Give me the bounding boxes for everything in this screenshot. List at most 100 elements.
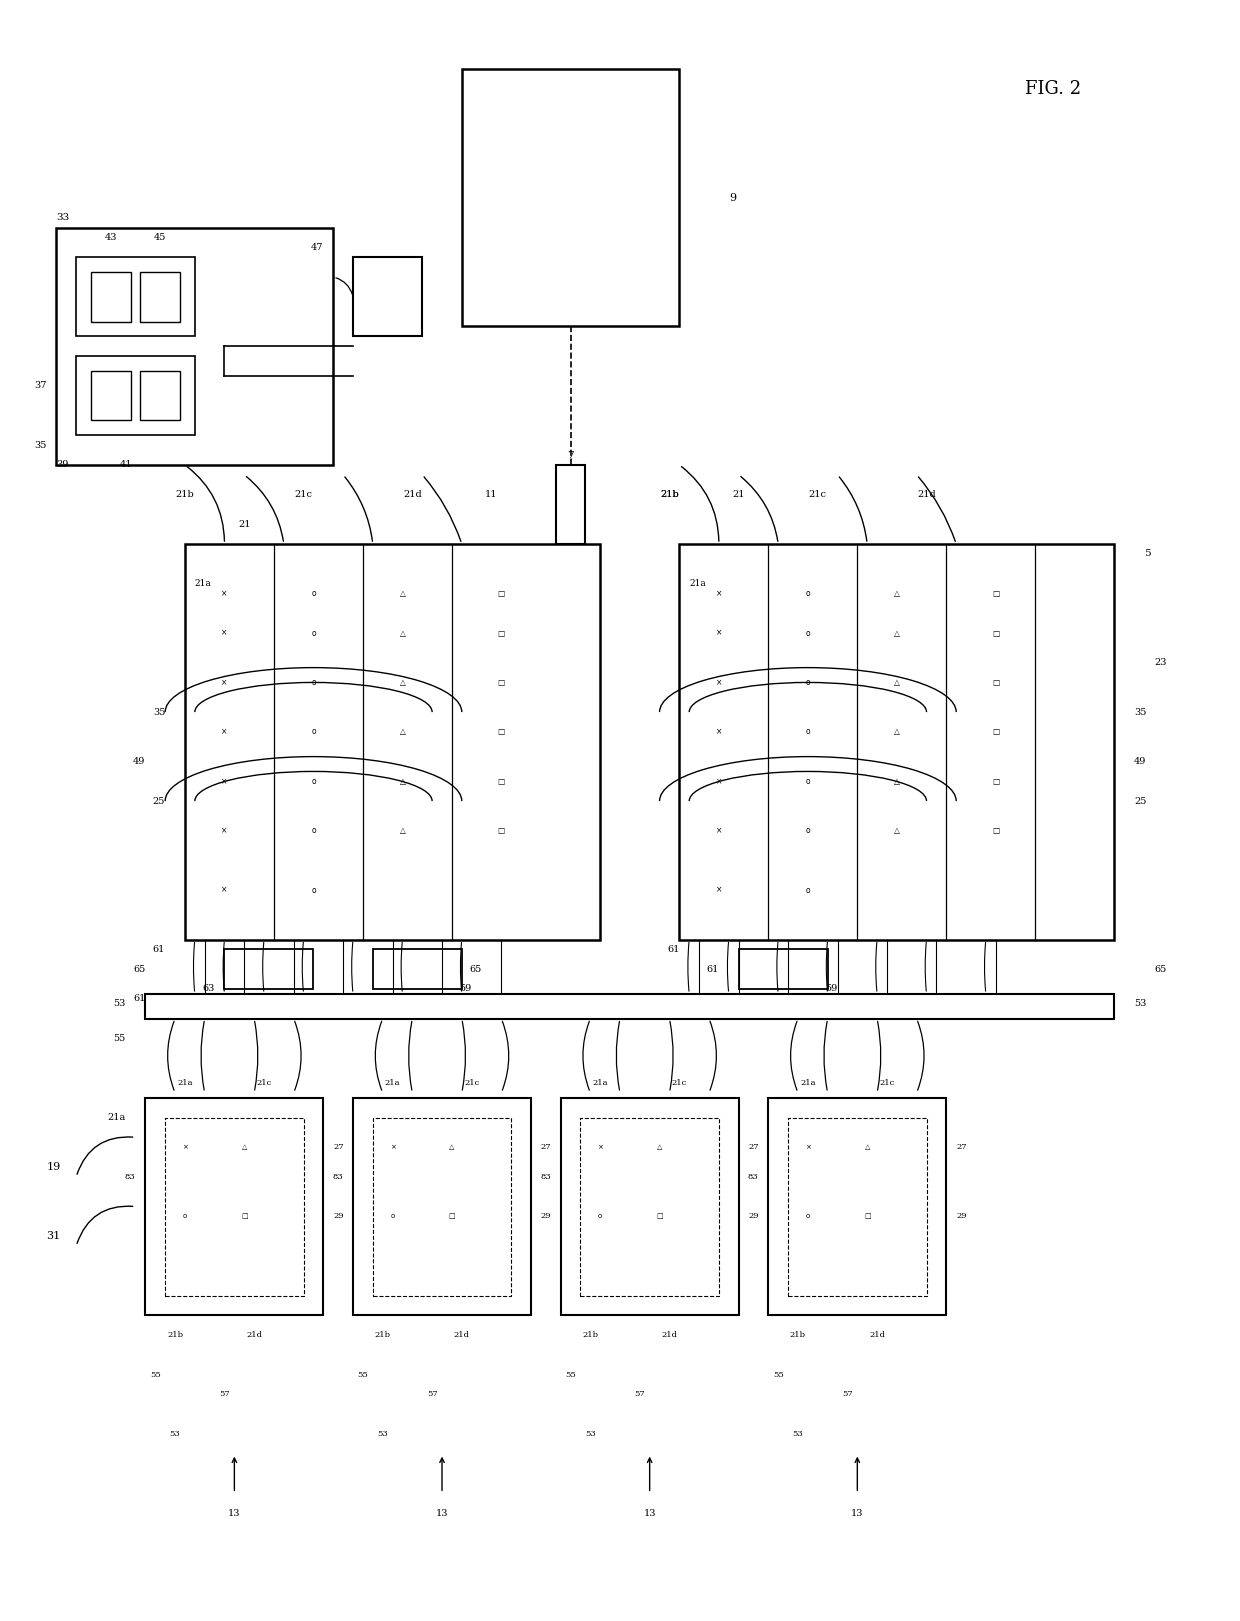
Text: 53: 53 [170, 1430, 180, 1438]
Text: △: △ [894, 629, 900, 637]
Bar [76, 258, 195, 337]
Text: 57: 57 [635, 1391, 645, 1399]
Text: o: o [806, 629, 810, 637]
Bar [56, 227, 334, 465]
Text: 11: 11 [485, 490, 497, 499]
Text: 39: 39 [56, 460, 68, 470]
Text: 55: 55 [565, 1371, 575, 1378]
Text: 53: 53 [113, 999, 125, 1008]
Text: o: o [311, 827, 316, 835]
Text: o: o [806, 1214, 810, 1219]
Text: △: △ [894, 728, 900, 736]
Text: □: □ [992, 728, 999, 736]
Bar [224, 950, 314, 989]
Text: 27: 27 [541, 1143, 552, 1151]
Text: 63: 63 [202, 984, 215, 994]
Text: o: o [598, 1214, 603, 1219]
Bar [185, 545, 600, 940]
Bar [789, 1117, 926, 1295]
Text: 29: 29 [541, 1213, 552, 1221]
Text: 21b: 21b [583, 1331, 599, 1339]
Text: 21b: 21b [790, 1331, 806, 1339]
Text: 49: 49 [1135, 757, 1147, 767]
Text: 21c: 21c [879, 1080, 894, 1088]
Text: 21a: 21a [177, 1080, 192, 1088]
Bar [556, 465, 585, 545]
Text: □: □ [992, 678, 999, 687]
Text: 13: 13 [228, 1509, 241, 1517]
Text: 21c: 21c [464, 1080, 480, 1088]
Bar [373, 950, 461, 989]
Text: 13: 13 [851, 1509, 863, 1517]
Text: △: △ [894, 827, 900, 835]
Text: 57: 57 [219, 1391, 229, 1399]
Text: △: △ [399, 728, 405, 736]
Text: 21c: 21c [808, 490, 827, 499]
Text: 29: 29 [749, 1213, 759, 1221]
Bar [165, 1117, 304, 1295]
Text: 27: 27 [956, 1143, 967, 1151]
Text: 21d: 21d [918, 490, 936, 499]
Text: △: △ [864, 1144, 870, 1151]
Text: 21b: 21b [661, 490, 680, 499]
Text: △: △ [242, 1144, 247, 1151]
Text: o: o [806, 827, 810, 835]
Text: ×: × [805, 1144, 811, 1151]
Text: □: □ [497, 776, 505, 786]
Text: ×: × [715, 885, 722, 895]
Text: △: △ [399, 678, 405, 687]
Text: □: □ [241, 1214, 248, 1219]
Text: 59: 59 [460, 984, 471, 994]
Text: 57: 57 [427, 1391, 438, 1399]
Text: 13: 13 [435, 1509, 449, 1517]
Text: △: △ [894, 588, 900, 598]
Text: 21d: 21d [869, 1331, 885, 1339]
Text: 9: 9 [729, 193, 735, 203]
Text: 61: 61 [153, 945, 165, 953]
Text: ×: × [221, 629, 228, 637]
Text: △: △ [894, 776, 900, 786]
Text: FIG. 2: FIG. 2 [1025, 79, 1081, 99]
Text: 83: 83 [332, 1174, 343, 1180]
Text: □: □ [497, 728, 505, 736]
Text: ×: × [389, 1144, 396, 1151]
Text: 21b: 21b [374, 1331, 391, 1339]
Text: □: □ [497, 678, 505, 687]
Bar [91, 371, 130, 420]
Text: o: o [311, 885, 316, 895]
Bar [580, 1117, 719, 1295]
Text: 25: 25 [1135, 796, 1147, 806]
Text: ×: × [715, 776, 722, 786]
Text: □: □ [992, 629, 999, 637]
Text: ×: × [221, 588, 228, 598]
Text: 27: 27 [749, 1143, 759, 1151]
Text: □: □ [497, 629, 505, 637]
Text: 53: 53 [377, 1430, 388, 1438]
Text: □: □ [864, 1214, 870, 1219]
Text: o: o [806, 728, 810, 736]
Text: △: △ [657, 1144, 662, 1151]
Text: □: □ [992, 588, 999, 598]
Text: ×: × [715, 678, 722, 687]
Text: ×: × [221, 678, 228, 687]
Text: 21: 21 [733, 490, 745, 499]
Text: 21a: 21a [593, 1080, 608, 1088]
Text: 21c: 21c [257, 1080, 272, 1088]
Text: o: o [806, 776, 810, 786]
Text: 21a: 21a [800, 1080, 816, 1088]
Bar [140, 371, 180, 420]
Text: 21a: 21a [689, 579, 706, 588]
Bar [769, 1097, 946, 1315]
Text: 55: 55 [113, 1034, 125, 1042]
Text: o: o [311, 678, 316, 687]
Text: 83: 83 [541, 1174, 551, 1180]
Bar [76, 357, 195, 436]
Text: 29: 29 [334, 1213, 343, 1221]
Text: o: o [311, 629, 316, 637]
Text: 57: 57 [842, 1391, 853, 1399]
Text: 21d: 21d [454, 1331, 470, 1339]
Text: o: o [806, 885, 810, 895]
Text: □: □ [497, 827, 505, 835]
Text: o: o [311, 728, 316, 736]
Text: 53: 53 [792, 1430, 804, 1438]
